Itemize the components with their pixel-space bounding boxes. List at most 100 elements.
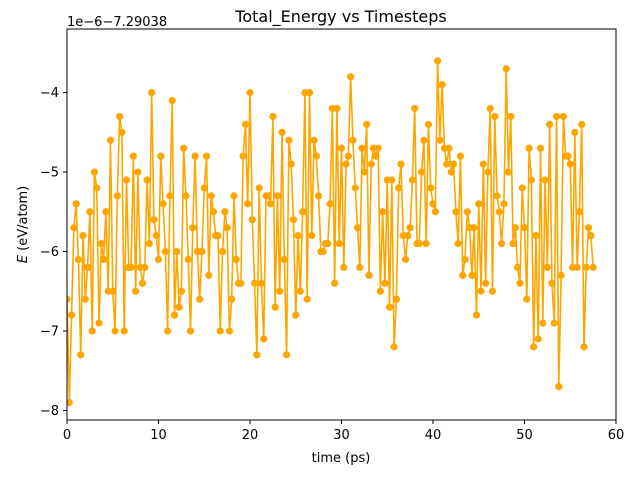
data-point — [347, 73, 355, 81]
data-point — [143, 176, 151, 184]
data-point — [232, 255, 240, 264]
data-point — [429, 200, 437, 208]
data-point — [546, 120, 554, 128]
data-point — [67, 295, 71, 303]
data-point — [246, 88, 254, 97]
data-point — [520, 224, 529, 232]
data-point — [159, 200, 167, 208]
data-point — [132, 287, 140, 295]
data-point — [340, 263, 348, 272]
data-point — [353, 224, 362, 232]
data-point — [180, 144, 188, 152]
data-point — [93, 184, 101, 192]
data-point — [164, 327, 172, 335]
data-point — [575, 208, 584, 216]
data-point — [241, 120, 250, 128]
data-point — [401, 255, 410, 264]
data-point — [511, 224, 519, 232]
data-point — [527, 176, 535, 184]
data-point — [566, 160, 574, 168]
data-point — [433, 57, 442, 65]
data-point — [221, 208, 229, 216]
data-point — [534, 335, 542, 343]
data-point — [292, 311, 300, 319]
data-point — [266, 200, 275, 208]
data-point — [116, 112, 124, 121]
data-point — [200, 184, 208, 192]
data-point — [198, 247, 206, 256]
data-point — [578, 120, 586, 128]
data-point — [239, 152, 247, 160]
data-point — [420, 136, 428, 144]
data-point — [150, 216, 158, 224]
data-point — [182, 192, 190, 200]
data-point — [289, 216, 298, 224]
data-point — [504, 168, 513, 176]
data-point — [196, 295, 204, 303]
data-point — [379, 208, 387, 216]
data-point — [525, 144, 533, 152]
data-point — [507, 112, 515, 121]
data-point — [459, 271, 467, 279]
x-tick-label: 40 — [425, 428, 442, 443]
data-point — [218, 247, 227, 256]
data-point — [102, 208, 110, 216]
data-point — [83, 263, 92, 272]
data-point — [468, 271, 476, 279]
data-point — [518, 184, 526, 192]
data-point — [154, 255, 163, 264]
data-point — [189, 224, 197, 232]
data-point — [319, 247, 327, 256]
data-point — [177, 287, 185, 295]
data-point — [294, 232, 302, 240]
data-point — [461, 255, 469, 264]
data-point — [225, 327, 234, 335]
data-point — [77, 351, 85, 359]
data-point — [67, 398, 73, 407]
data-point — [408, 176, 417, 184]
data-point — [589, 263, 597, 272]
data-point — [207, 192, 215, 200]
data-point — [404, 232, 412, 240]
data-point — [260, 335, 268, 343]
data-point — [587, 232, 595, 240]
y-axis-label: E (eV/atom) — [16, 186, 31, 263]
data-point — [509, 239, 517, 248]
data-point — [285, 136, 293, 144]
x-tick-label: 20 — [242, 428, 259, 443]
data-point — [559, 112, 567, 121]
data-point — [552, 112, 561, 121]
data-point — [310, 136, 318, 144]
data-point — [326, 200, 334, 208]
data-point — [106, 136, 115, 144]
data-point — [228, 295, 236, 303]
data-point — [303, 295, 311, 303]
data-point — [351, 184, 359, 192]
data-point — [411, 104, 419, 113]
data-point — [315, 192, 323, 200]
data-point — [486, 104, 494, 113]
data-point — [209, 208, 217, 216]
data-point — [175, 303, 183, 311]
data-point — [271, 303, 279, 311]
data-point — [145, 239, 153, 248]
data-point — [173, 247, 181, 256]
x-axis-ticks: 0 10 20 30 40 50 60 — [63, 420, 624, 443]
data-point — [186, 327, 195, 335]
data-point — [296, 287, 304, 295]
data-point — [360, 168, 368, 176]
x-tick-label: 50 — [516, 428, 533, 443]
y-tick-label: −6 — [40, 245, 59, 260]
data-point — [308, 232, 316, 240]
data-point — [118, 128, 126, 136]
data-point — [67, 311, 76, 319]
data-point — [216, 327, 224, 335]
y-tick-label: −7 — [40, 324, 59, 339]
data-point — [305, 88, 314, 97]
data-point — [342, 160, 350, 168]
data-point — [372, 152, 380, 160]
x-tick-label: 10 — [150, 428, 167, 443]
data-point — [191, 152, 199, 160]
data-point — [479, 160, 487, 168]
